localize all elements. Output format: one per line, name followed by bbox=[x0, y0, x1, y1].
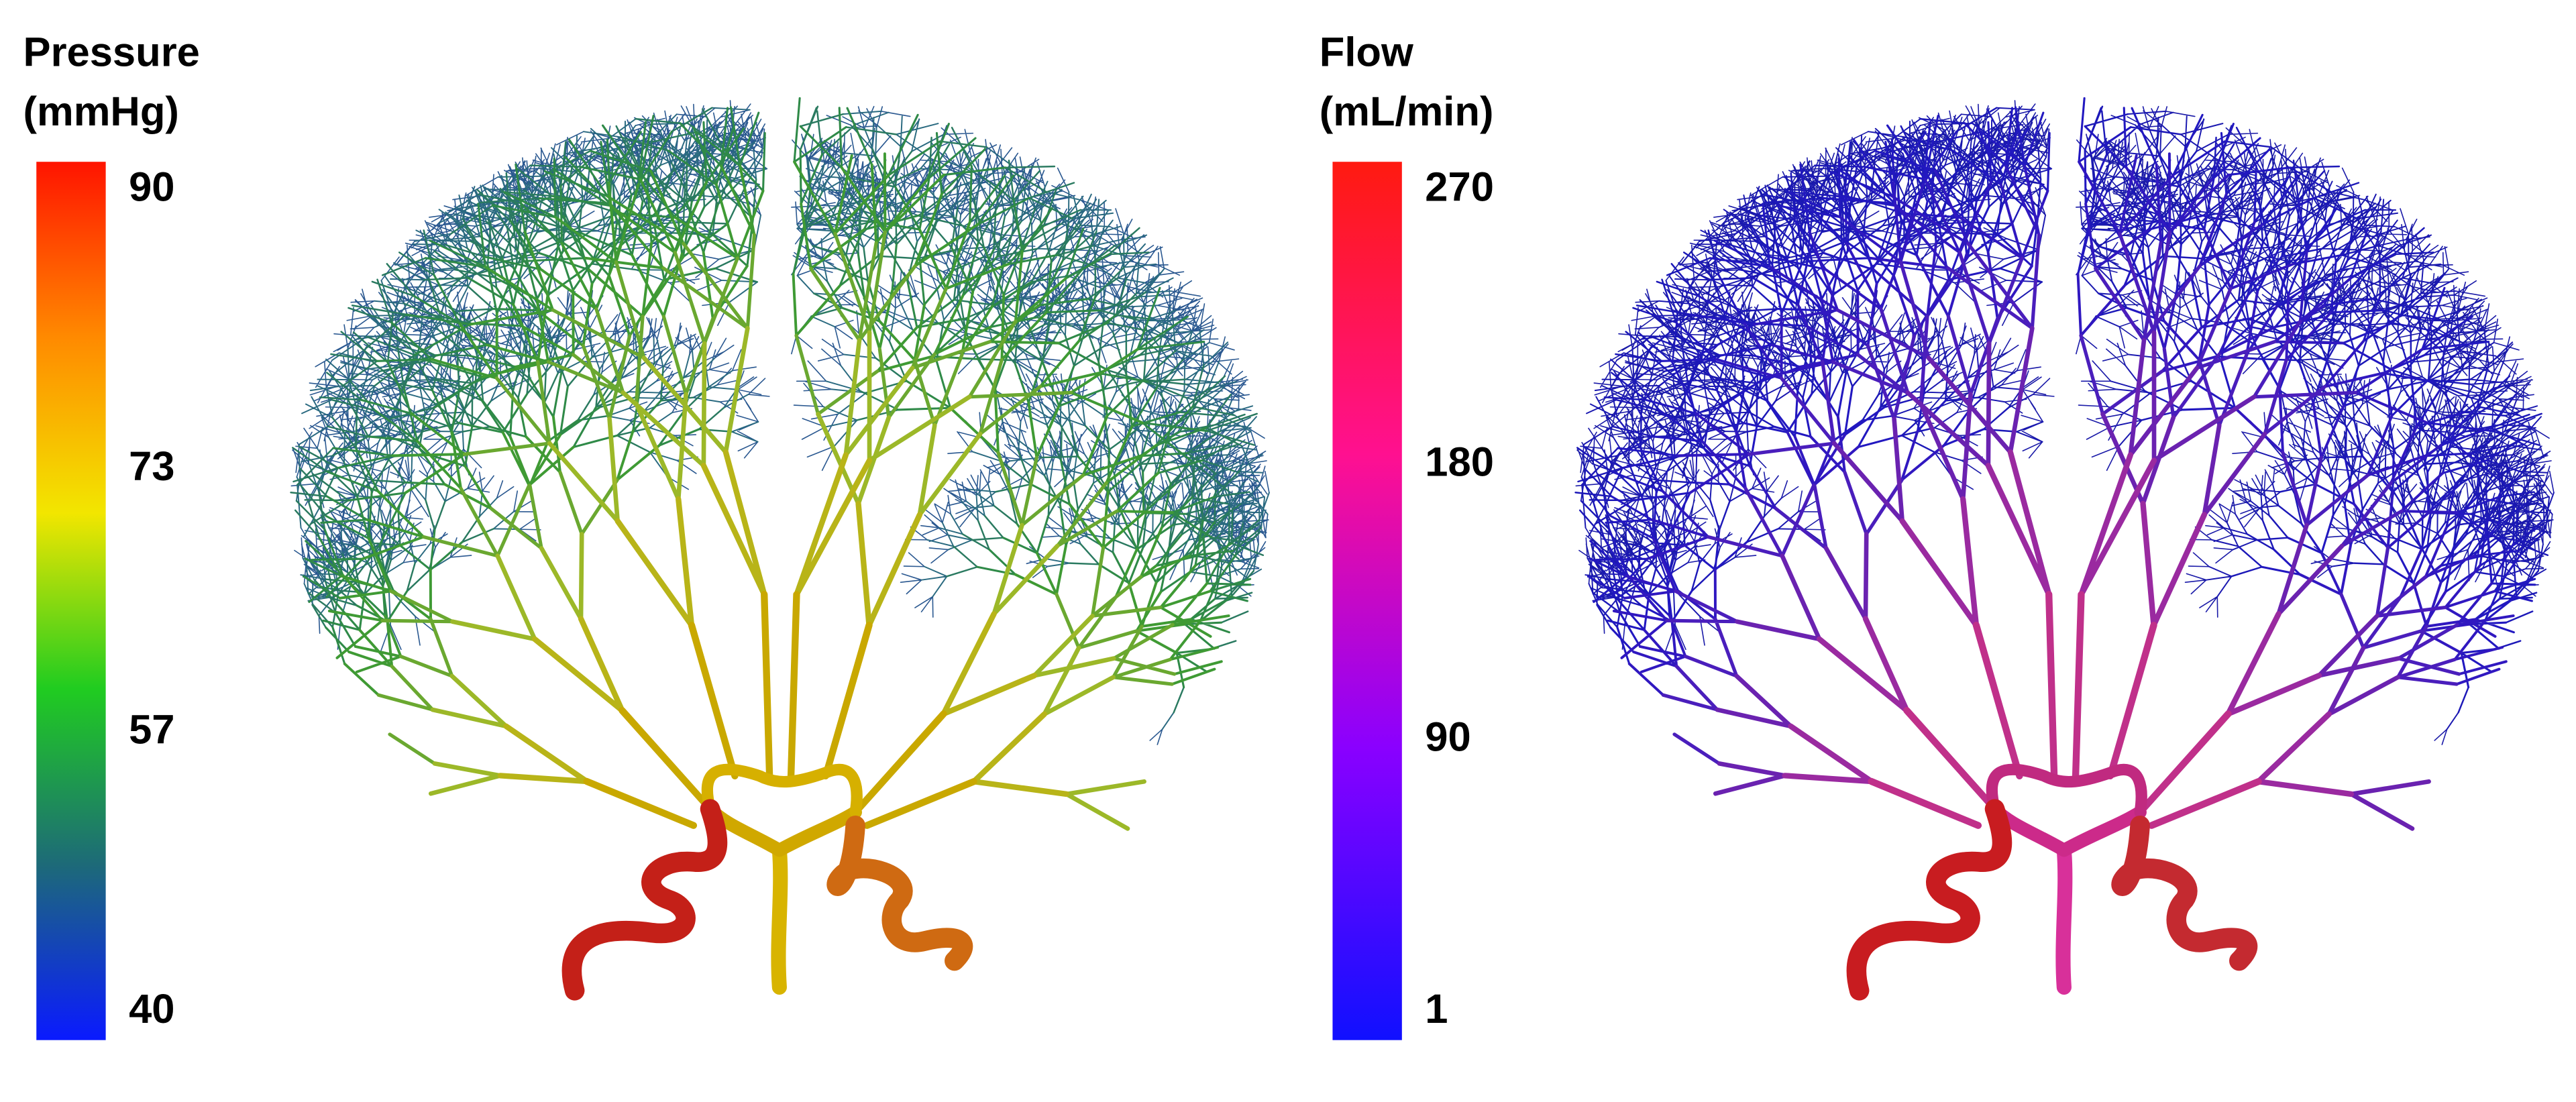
flow-base-vessels bbox=[1846, 763, 2258, 1001]
colorbar-unit: (mL/min) bbox=[1320, 89, 1494, 135]
pressure-base-vessels bbox=[561, 763, 973, 1001]
vessel-branches bbox=[583, 590, 977, 829]
vessel bbox=[1988, 802, 2147, 857]
vessel-branches bbox=[1587, 97, 2536, 689]
colorbar-unit: (mmHg) bbox=[23, 89, 179, 135]
circle-of-willis bbox=[701, 763, 863, 818]
vessel-branches bbox=[1574, 105, 2549, 714]
pressure-colorbar: Pressure (mmHg) 90 73 57 40 bbox=[23, 29, 200, 1040]
colorbar-title: Pressure bbox=[23, 29, 200, 75]
vessel-branches bbox=[290, 105, 1265, 714]
basilar-artery bbox=[2055, 842, 2073, 995]
colorbar-tick-label: 57 bbox=[129, 706, 174, 753]
carotid-artery bbox=[826, 815, 973, 971]
vessel-branches bbox=[428, 326, 1146, 831]
vessel-branches bbox=[327, 152, 1230, 697]
vessel-branches bbox=[1661, 230, 2461, 765]
vessel-branches bbox=[1868, 590, 2262, 829]
vessel bbox=[703, 802, 862, 857]
flow-vessel-tree bbox=[1574, 97, 2555, 831]
vessel-branches bbox=[1612, 152, 2515, 697]
vessel-branches bbox=[1782, 449, 2355, 797]
colorbar-tick-label: 180 bbox=[1425, 439, 1494, 485]
colorbar-title: Flow bbox=[1320, 29, 1413, 75]
colorbar-tick-label: 73 bbox=[129, 443, 174, 490]
pressure-vessel-tree bbox=[290, 97, 1270, 831]
basilar-artery bbox=[771, 842, 788, 995]
vessel-branches bbox=[497, 449, 1070, 797]
circle-of-willis bbox=[1986, 763, 2147, 818]
carotid-artery bbox=[1846, 799, 2012, 1001]
colorbar-tick-label: 90 bbox=[1425, 714, 1470, 761]
colorbar-gradient bbox=[1332, 162, 1402, 1040]
colorbar-tick-label: 90 bbox=[129, 164, 174, 210]
vessel-branches bbox=[1713, 326, 2431, 831]
vessel-branches bbox=[302, 97, 1252, 689]
colorbar-tick-label: 1 bbox=[1425, 986, 1448, 1032]
colorbar-tick-label: 270 bbox=[1425, 164, 1494, 210]
carotid-artery bbox=[2111, 815, 2258, 971]
colorbar-gradient bbox=[36, 162, 106, 1040]
vessel-branches bbox=[376, 230, 1177, 765]
colorbar-tick-label: 40 bbox=[129, 986, 174, 1032]
carotid-artery bbox=[561, 799, 728, 1001]
flow-colorbar: Flow (mL/min) 270 180 90 1 bbox=[1320, 29, 1494, 1040]
